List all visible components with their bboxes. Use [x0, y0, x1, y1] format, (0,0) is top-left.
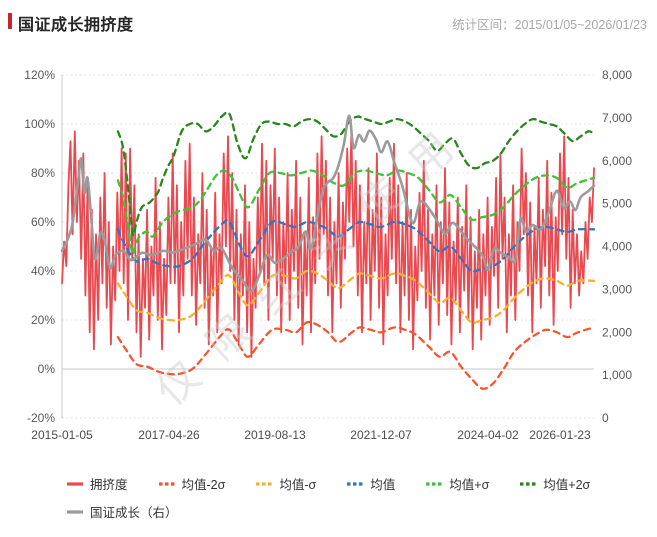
- legend-item-国证成长（右）[interactable]: 国证成长（右）: [66, 502, 178, 521]
- legend-line-icon: [520, 481, 537, 486]
- legend-label: 均值+2σ: [543, 478, 591, 492]
- legend-label: 国证成长（右）: [90, 506, 178, 520]
- x-axis-tick: 2017-04-26: [138, 428, 200, 442]
- right-axis-tick: 4,000: [602, 240, 632, 254]
- left-axis-tick: 0%: [38, 362, 56, 376]
- legend-label: 均值-2σ: [181, 478, 226, 492]
- legend-line-icon: [67, 481, 83, 486]
- page-title: 国证成长拥挤度: [18, 17, 134, 34]
- series-国证成长（右）: [60, 114, 596, 293]
- legend-item-均值-σ[interactable]: 均值-σ: [255, 474, 316, 493]
- right-axis-tick: 1,000: [602, 368, 632, 382]
- legend-item-拥挤度[interactable]: 拥挤度: [66, 474, 128, 493]
- left-axis-tick: 40%: [31, 264, 55, 278]
- left-axis-tick: 60%: [31, 215, 55, 229]
- legend-item-均值+σ[interactable]: 均值+σ: [425, 474, 489, 493]
- legend-line-icon: [347, 481, 364, 486]
- right-axis-tick: 3,000: [602, 282, 632, 296]
- legend-line-icon: [426, 481, 443, 486]
- legend-item-均值-2σ[interactable]: 均值-2σ: [158, 474, 226, 493]
- left-axis-tick: 120%: [24, 68, 55, 82]
- right-axis-tick: 5,000: [602, 197, 632, 211]
- right-axis-tick: 8,000: [602, 68, 632, 82]
- x-axis-tick: 2024-04-02: [457, 428, 519, 442]
- x-axis-tick: 2021-12-07: [350, 428, 412, 442]
- legend-label: 均值-σ: [279, 478, 317, 492]
- right-axis-tick: 6,000: [602, 154, 632, 168]
- legend-line-icon: [256, 481, 273, 486]
- right-axis-tick: 7,000: [602, 111, 632, 125]
- series-均值+σ: [116, 169, 596, 256]
- period-range-label: 统计区间：2015/01/05~2026/01/23: [452, 18, 647, 32]
- x-axis-tick: 2026-01-23: [529, 428, 591, 442]
- x-axis-tick: 2015-01-05: [31, 428, 93, 442]
- title-accent-bar: [8, 13, 12, 29]
- legend-label: 拥挤度: [90, 478, 128, 492]
- series-均值+2σ: [116, 111, 596, 237]
- legend-label: 均值: [370, 478, 396, 492]
- left-axis-tick: 20%: [31, 313, 55, 327]
- left-axis-tick: 100%: [24, 117, 55, 131]
- legend-item-均值[interactable]: 均值: [346, 474, 395, 493]
- series-均值-2σ: [116, 320, 596, 390]
- legend-label: 均值+σ: [449, 478, 490, 492]
- chart-header: 国证成长拥挤度 统计区间：2015/01/05~2026/01/23: [0, 0, 657, 46]
- legend-item-均值+2σ[interactable]: 均值+2σ: [519, 474, 590, 493]
- left-axis-tick: 80%: [31, 166, 55, 180]
- right-axis-tick: 2,000: [602, 325, 632, 339]
- series-拥挤度: [61, 130, 595, 358]
- right-axis-tick: 0: [602, 411, 609, 425]
- legend-line-icon: [158, 481, 175, 486]
- chart-legend: 拥挤度 均值-2σ 均值-σ 均值 均值+σ 均值+2σ 国证成长（右）: [66, 474, 606, 521]
- legend-line-icon: [67, 509, 83, 514]
- left-axis-tick: -20%: [27, 411, 55, 425]
- x-axis-tick: 2019-08-13: [244, 428, 306, 442]
- series-均值: [116, 219, 596, 273]
- series-均值-σ: [116, 269, 596, 325]
